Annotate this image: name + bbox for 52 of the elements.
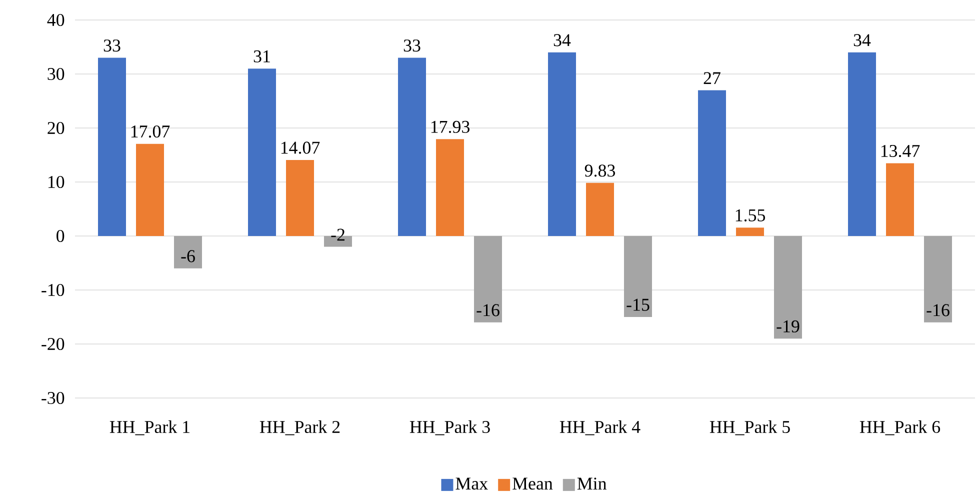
data-label: -2 xyxy=(331,228,344,241)
data-label: 1.55 xyxy=(736,209,765,222)
x-tick-label: HH_Park 3 xyxy=(410,420,490,436)
data-label: 13.47 xyxy=(881,144,920,158)
bar xyxy=(698,90,726,236)
bar xyxy=(398,58,426,236)
data-label: 34 xyxy=(554,34,571,46)
y-tick-label: -20 xyxy=(42,338,64,350)
bar xyxy=(98,58,126,236)
y-tick-label: 10 xyxy=(48,176,64,188)
legend-label: Mean xyxy=(512,478,553,490)
data-label: 9.83 xyxy=(584,164,615,177)
data-label: 14.07 xyxy=(281,142,320,154)
y-tick-label: 30 xyxy=(48,68,64,80)
bar xyxy=(436,139,464,236)
data-label: -16 xyxy=(926,304,950,316)
y-tick-label: -30 xyxy=(42,392,64,404)
x-tick-label: HH_Park 2 xyxy=(260,420,340,436)
legend-label: Max xyxy=(456,478,488,490)
bar xyxy=(848,52,876,236)
x-tick-label: HH_Park 6 xyxy=(860,420,940,436)
bar xyxy=(774,236,802,339)
bar xyxy=(924,236,952,322)
bar xyxy=(624,236,652,317)
x-tick-label: HH_Park 4 xyxy=(560,420,640,436)
bar xyxy=(886,163,914,236)
legend-label: Min xyxy=(577,478,607,490)
y-tick-label: 0 xyxy=(56,230,64,242)
data-label: 31 xyxy=(254,50,270,62)
data-label: -6 xyxy=(181,250,195,262)
data-label: 27 xyxy=(704,72,720,84)
data-label: 33 xyxy=(104,40,120,52)
bar xyxy=(474,236,502,322)
bar xyxy=(286,160,314,236)
bar xyxy=(736,228,764,236)
data-label: 33 xyxy=(404,40,420,52)
data-label: -15 xyxy=(626,298,650,311)
data-label: -16 xyxy=(476,304,500,316)
bar xyxy=(136,144,164,236)
bar xyxy=(174,236,202,268)
bar xyxy=(248,68,276,236)
data-label: 17.07 xyxy=(131,125,170,138)
bar xyxy=(586,182,614,236)
data-label: 17.93 xyxy=(431,120,470,133)
y-tick-label: -10 xyxy=(42,284,64,296)
data-label: 34 xyxy=(854,34,871,46)
y-tick-label: 20 xyxy=(48,122,64,134)
x-tick-label: HH_Park 1 xyxy=(110,420,190,436)
x-tick-label: HH_Park 5 xyxy=(710,420,790,436)
data-label: -19 xyxy=(776,320,800,332)
bar xyxy=(548,52,576,236)
y-tick-label: 40 xyxy=(47,14,64,26)
